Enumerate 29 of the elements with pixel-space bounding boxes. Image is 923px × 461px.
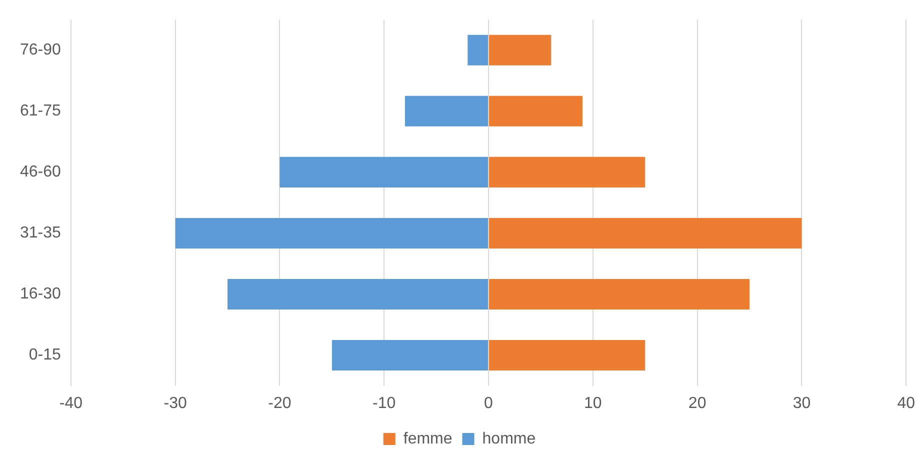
x-tick-label: -10 bbox=[372, 394, 396, 412]
legend-label: femme bbox=[403, 430, 452, 448]
bar bbox=[489, 34, 552, 66]
bar bbox=[404, 96, 488, 126]
bar bbox=[175, 218, 488, 248]
x-tick-label: -40 bbox=[59, 394, 83, 412]
y-tick-label: 16-30 bbox=[20, 286, 62, 303]
bar bbox=[468, 34, 488, 66]
y-tick-label: 61-75 bbox=[20, 102, 62, 120]
y-tick-label: 76-90 bbox=[20, 42, 62, 59]
legend-label: homme bbox=[482, 430, 536, 448]
bar bbox=[228, 278, 488, 310]
x-tick-label: 0 bbox=[484, 394, 494, 412]
x-tick-label: 40 bbox=[897, 394, 916, 412]
x-tick-label: 30 bbox=[792, 394, 811, 412]
bar bbox=[489, 340, 646, 371]
bar bbox=[489, 156, 646, 188]
bar bbox=[332, 340, 488, 371]
bar bbox=[280, 156, 488, 188]
x-tick-label: -20 bbox=[268, 394, 292, 412]
y-tick-label: 0-15 bbox=[28, 346, 62, 364]
y-tick-label: 46-60 bbox=[20, 164, 62, 181]
x-tick-label: 20 bbox=[688, 394, 706, 412]
x-tick-label: -30 bbox=[164, 394, 187, 412]
bar bbox=[489, 218, 802, 248]
y-tick-label: 31-35 bbox=[20, 224, 62, 242]
bar bbox=[489, 278, 750, 310]
x-tick-label: 10 bbox=[584, 394, 602, 412]
bar bbox=[489, 96, 582, 126]
